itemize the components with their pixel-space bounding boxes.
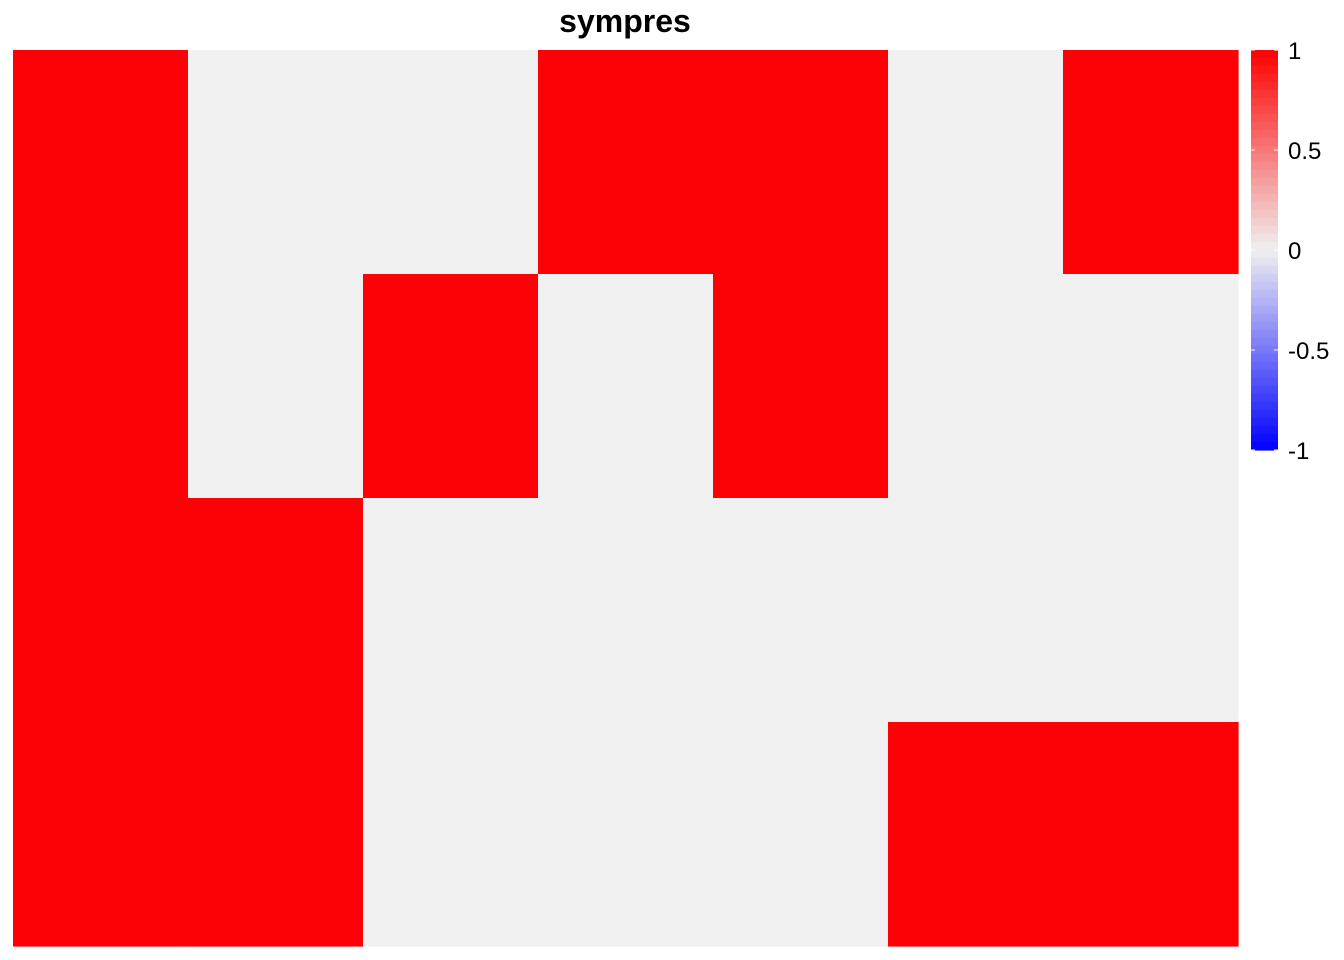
legend-color-step	[1251, 330, 1278, 339]
legend-color-step	[1251, 370, 1278, 379]
legend-color-step	[1251, 162, 1278, 171]
heatmap-cell-r1-c1	[13, 50, 189, 275]
heatmap-cell-r3-c1	[13, 498, 189, 723]
heatmap-cell-r4-c4	[538, 722, 714, 947]
legend-color-step	[1251, 242, 1278, 251]
legend-color-step	[1251, 298, 1278, 307]
legend-color-step	[1251, 434, 1278, 443]
heatmap-cell-r4-c6	[888, 722, 1064, 947]
legend-color-step	[1251, 394, 1278, 403]
legend-color-step	[1251, 106, 1278, 115]
legend-color-step	[1251, 234, 1278, 243]
chart-title: sympres	[559, 3, 691, 39]
legend-color-step	[1251, 266, 1278, 275]
legend-color-step	[1251, 338, 1278, 347]
legend-color-step	[1251, 122, 1278, 131]
legend-color-step	[1251, 426, 1278, 435]
legend-color-step	[1251, 402, 1278, 411]
legend-color-step	[1251, 114, 1278, 123]
legend-color-bar	[1251, 50, 1278, 451]
legend-color-step	[1251, 274, 1278, 283]
legend-color-step	[1251, 154, 1278, 163]
heatmap-cell-r2-c5	[713, 274, 889, 499]
legend-color-step	[1251, 146, 1278, 155]
heatmap-cell-r3-c5	[713, 498, 889, 723]
heatmap-cell-r1-c7	[1063, 50, 1239, 275]
heatmap-cell-r4-c5	[713, 722, 889, 947]
heatmap-cell-r4-c2	[188, 722, 364, 947]
legend-tick-label: -0.5	[1288, 338, 1329, 365]
heatmap-cell-r4-c1	[13, 722, 189, 947]
heatmap-cell-r2-c4	[538, 274, 714, 499]
legend-color-step	[1251, 130, 1278, 139]
legend-tick-label: 0	[1288, 238, 1301, 265]
legend-color-step	[1251, 50, 1278, 59]
legend-color-step	[1251, 322, 1278, 331]
legend-color-step	[1251, 66, 1278, 75]
heatmap-cell-r1-c5	[713, 50, 889, 275]
color-legend: 1 0.5 0 -0.5 -1	[1251, 38, 1329, 465]
legend-color-step	[1251, 378, 1278, 387]
legend-color-step	[1251, 418, 1278, 427]
heatmap-cell-r3-c7	[1063, 498, 1239, 723]
legend-color-step	[1251, 306, 1278, 315]
heatmap-cell-r1-c3	[363, 50, 539, 275]
legend-color-step	[1251, 442, 1278, 451]
heatmap-cell-r2-c1	[13, 274, 189, 499]
legend-color-step	[1251, 314, 1278, 323]
legend-color-step	[1251, 202, 1278, 211]
heatmap-cell-r3-c3	[363, 498, 539, 723]
legend-color-step	[1251, 386, 1278, 395]
heatmap-cell-r2-c6	[888, 274, 1064, 499]
heatmap-cell-r3-c4	[538, 498, 714, 723]
legend-color-step	[1251, 82, 1278, 91]
heatmap-cell-r3-c6	[888, 498, 1064, 723]
legend-ticks: 1 0.5 0 -0.5 -1	[1251, 38, 1329, 465]
legend-color-step	[1251, 226, 1278, 235]
legend-color-step	[1251, 178, 1278, 187]
heatmap-grid	[13, 50, 1239, 947]
heatmap-cell-r4-c3	[363, 722, 539, 947]
heatmap-cell-r1-c4	[538, 50, 714, 275]
legend-color-step	[1251, 218, 1278, 227]
legend-tick-label: 1	[1288, 38, 1301, 65]
legend-color-step	[1251, 98, 1278, 107]
legend-color-step	[1251, 362, 1278, 371]
legend-color-step	[1251, 90, 1278, 99]
legend-color-step	[1251, 58, 1278, 67]
legend-color-step	[1251, 410, 1278, 419]
legend-color-step	[1251, 346, 1278, 355]
legend-color-step	[1251, 194, 1278, 203]
legend-color-step	[1251, 210, 1278, 219]
legend-color-step	[1251, 138, 1278, 147]
legend-color-step	[1251, 258, 1278, 267]
legend-color-step	[1251, 74, 1278, 83]
legend-tick-label: 0.5	[1288, 138, 1321, 165]
heatmap-cell-r1-c6	[888, 50, 1064, 275]
legend-color-step	[1251, 282, 1278, 291]
legend-color-step	[1251, 170, 1278, 179]
heatmap-cell-r3-c2	[188, 498, 364, 723]
heatmap-cell-r4-c7	[1063, 722, 1239, 947]
heatmap-cell-r2-c3	[363, 274, 539, 499]
heatmap-cell-r2-c7	[1063, 274, 1239, 499]
legend-tick-label: -1	[1288, 438, 1309, 465]
legend-color-step	[1251, 354, 1278, 363]
legend-color-step	[1251, 290, 1278, 299]
legend-color-step	[1251, 186, 1278, 195]
heatmap-cell-r1-c2	[188, 50, 364, 275]
legend-color-step	[1251, 250, 1278, 259]
heatmap-cell-r2-c2	[188, 274, 364, 499]
